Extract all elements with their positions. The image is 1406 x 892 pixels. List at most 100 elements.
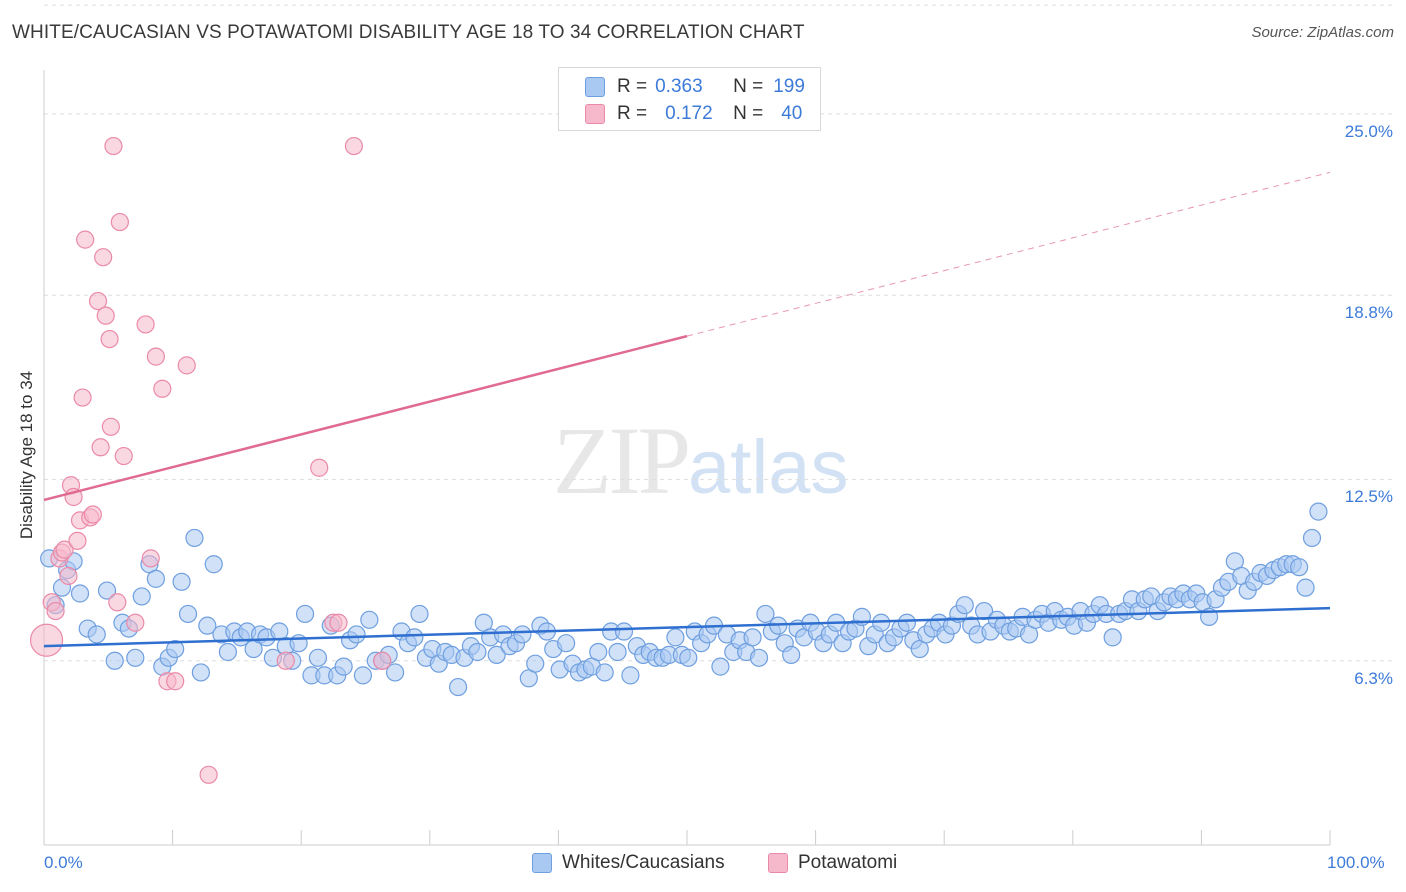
point-whites — [1309, 502, 1328, 521]
legend-swatch-pink — [585, 104, 605, 124]
point-potawatomi — [96, 306, 115, 325]
point-whites — [513, 625, 532, 644]
point-whites — [756, 604, 775, 624]
point-whites — [955, 596, 974, 615]
trend-line-potawatomi-dashed — [686, 171, 1331, 337]
point-whites — [385, 663, 405, 682]
legend-row-whites: R = 0.363 N = 199 — [585, 74, 805, 100]
point-potawatomi — [104, 136, 123, 156]
point-whites — [204, 555, 223, 574]
point-whites — [353, 666, 373, 685]
point-whites — [526, 654, 545, 673]
point-whites — [191, 663, 210, 682]
y-axis-label: Disability Age 18 to 34 — [17, 370, 36, 540]
point-potawatomi — [73, 388, 92, 407]
point-whites — [468, 642, 487, 662]
point-potawatomi — [55, 540, 74, 559]
point-whites — [1296, 578, 1315, 597]
legend: R = 0.363 N = 199 R = 0.172 N = 40 — [558, 67, 821, 131]
point-potawatomi — [108, 593, 127, 612]
legend-r-value: 0.172 — [665, 103, 713, 124]
y-tick-label: 12.5% — [1344, 487, 1393, 507]
x-tick-label-min: 0.0% — [44, 853, 83, 872]
y-tick-label: 6.3% — [1354, 668, 1393, 688]
point-potawatomi — [88, 291, 108, 311]
legend-row-potawatomi: R = 0.172 N = 40 — [585, 101, 802, 127]
point-whites — [166, 639, 185, 659]
point-whites — [711, 657, 730, 676]
point-whites — [743, 628, 762, 647]
point-whites — [608, 642, 627, 662]
point-whites — [334, 657, 353, 676]
point-potawatomi — [373, 651, 392, 670]
point-potawatomi — [68, 531, 87, 550]
point-whites — [218, 642, 237, 662]
point-whites — [146, 569, 165, 588]
point-potawatomi — [59, 566, 78, 586]
point-potawatomi — [177, 356, 196, 375]
point-whites — [87, 625, 106, 644]
axes — [43, 70, 1331, 846]
watermark-atlas: atlas — [688, 425, 849, 510]
point-whites — [1302, 528, 1322, 548]
point-whites — [132, 587, 151, 606]
point-potawatomi — [46, 601, 65, 621]
point-potawatomi — [146, 347, 165, 366]
legend-n-label: N = — [733, 103, 764, 124]
point-whites — [198, 616, 217, 635]
bottom-legend-label: Potawatomi — [798, 852, 898, 873]
point-potawatomi — [166, 672, 185, 691]
point-whites — [126, 648, 145, 667]
trend-line-potawatomi — [43, 334, 688, 502]
point-potawatomi — [153, 379, 172, 398]
point-whites — [97, 581, 117, 600]
point-potawatomi — [114, 446, 133, 466]
point-whites — [308, 648, 328, 667]
point-potawatomi — [141, 549, 160, 568]
legend-n-label: N = — [733, 76, 764, 97]
point-whites — [448, 677, 468, 697]
point-potawatomi — [276, 651, 295, 670]
point-whites — [666, 628, 685, 647]
point-potawatomi — [101, 417, 120, 436]
point-whites — [295, 604, 315, 624]
point-whites — [1290, 558, 1309, 577]
bottom-legend-potawatomi: Potawatomi — [768, 852, 897, 874]
point-whites — [360, 610, 379, 629]
point-potawatomi — [136, 315, 155, 334]
point-potawatomi — [94, 248, 113, 267]
watermark: ZIPatlas — [553, 405, 849, 516]
point-whites — [614, 622, 634, 641]
point-whites — [749, 648, 769, 667]
legend-r-label: R = — [617, 103, 648, 124]
point-whites — [185, 528, 204, 548]
point-potawatomi — [83, 505, 102, 524]
point-whites — [487, 645, 506, 665]
bottom-legend-label: Whites/Caucasians — [562, 852, 725, 873]
point-whites — [70, 584, 90, 603]
bottom-legend-swatch-blue — [532, 853, 552, 873]
point-potawatomi — [100, 329, 119, 349]
point-whites — [1103, 628, 1122, 647]
point-whites — [621, 666, 640, 685]
point-whites — [178, 604, 198, 624]
data-points — [29, 136, 1331, 784]
point-potawatomi — [329, 613, 348, 632]
legend-n-value: 199 — [773, 76, 805, 97]
bottom-legend-whites: Whites/Caucasians — [532, 852, 725, 874]
chart-title: WHITE/CAUCASIAN VS POTAWATOMI DISABILITY… — [12, 22, 805, 43]
point-whites — [589, 642, 608, 662]
legend-r-label: R = — [617, 76, 648, 97]
legend-n-value: 40 — [781, 103, 803, 124]
point-whites — [595, 663, 614, 682]
point-potawatomi — [310, 458, 329, 477]
bottom-legend-swatch-pink — [768, 853, 788, 873]
legend-r-value: 0.363 — [655, 76, 703, 97]
point-whites — [782, 645, 801, 665]
point-whites — [679, 648, 698, 667]
point-potawatomi — [29, 623, 64, 657]
trend-line-whites — [43, 606, 1331, 648]
point-whites — [557, 634, 576, 653]
point-whites — [105, 651, 124, 670]
